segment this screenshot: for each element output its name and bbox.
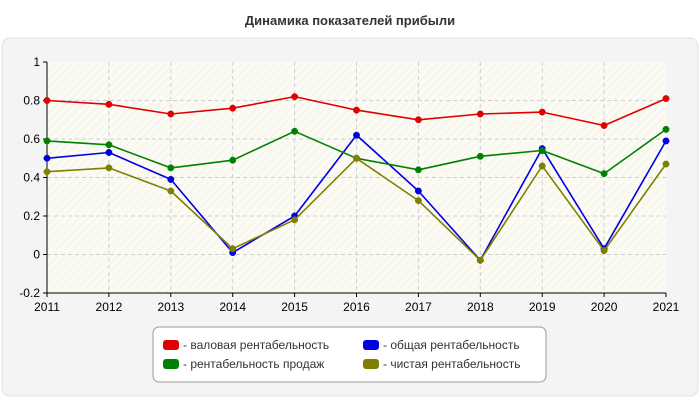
series-3	[43, 154, 670, 264]
x-tick-label: 2011	[34, 300, 60, 314]
x-tick-label: 2020	[591, 300, 618, 314]
grid-lines	[47, 62, 666, 293]
data-point	[291, 216, 299, 224]
data-point	[105, 149, 113, 156]
legend-entry: - рентабельность продаж	[163, 357, 324, 371]
legend-entry: - чистая рентабельность	[363, 357, 520, 371]
x-tick-label: 2021	[653, 300, 680, 314]
x-tick-label: 2018	[467, 300, 494, 314]
data-point	[414, 116, 422, 124]
data-point	[229, 156, 237, 164]
x-axis-ticks: 2011 2012 2013 2014 2015 2016 2017 2018 2019 2020…	[34, 293, 680, 314]
legend-label: - рентабельность продаж	[183, 357, 324, 371]
x-tick-label: 2013	[157, 300, 184, 314]
y-tick-label: -0.2	[19, 286, 40, 300]
legend-entry: - валовая рентабельность	[163, 338, 329, 352]
data-point	[414, 187, 422, 195]
data-point	[105, 164, 113, 172]
data-point	[167, 164, 175, 172]
data-point	[291, 93, 299, 101]
series-lines	[43, 93, 670, 264]
data-point	[105, 100, 113, 108]
data-point	[229, 245, 237, 253]
legend-swatch	[363, 359, 379, 369]
x-tick-label: 2016	[343, 300, 370, 314]
data-point	[662, 95, 670, 103]
legend: - валовая рентабельность - рентабельность…	[152, 326, 547, 383]
y-tick-label: 0.8	[23, 94, 40, 108]
x-tick-label: 2017	[405, 300, 432, 314]
legend-box	[152, 326, 547, 383]
data-point	[291, 127, 299, 135]
data-point	[105, 141, 113, 149]
series-0	[43, 93, 670, 129]
legend-swatch	[363, 340, 379, 350]
x-tick-label: 2012	[96, 300, 123, 314]
data-point	[353, 154, 360, 162]
data-point	[476, 256, 484, 264]
data-point	[414, 166, 422, 174]
data-point	[538, 162, 546, 170]
data-point	[600, 170, 608, 178]
data-point	[167, 175, 175, 183]
data-point	[43, 97, 51, 104]
legend-label: - чистая рентабельность	[383, 357, 520, 371]
y-tick-label: 0	[33, 248, 40, 262]
data-point	[167, 187, 175, 195]
data-point	[538, 147, 546, 155]
y-tick-label: 0.6	[23, 132, 40, 146]
x-tick-label: 2019	[529, 300, 556, 314]
legend-label: - валовая рентабельность	[183, 338, 329, 352]
data-point	[600, 247, 608, 255]
chart-title: Динамика показателей прибыли	[245, 13, 455, 28]
y-tick-label: 1	[33, 55, 40, 69]
y-axis-ticks: -0.2 0 0.2 0.4 0.6 0.8 1	[19, 55, 47, 300]
data-point	[353, 106, 360, 114]
data-point	[662, 160, 670, 168]
data-point	[662, 125, 670, 133]
data-point	[600, 122, 608, 129]
y-tick-label: 0.4	[23, 171, 40, 185]
data-point	[43, 137, 51, 145]
x-tick-label: 2015	[281, 300, 308, 314]
data-point	[353, 131, 360, 139]
data-point	[662, 137, 670, 145]
y-tick-label: 0.2	[23, 209, 40, 223]
legend-label: - общая рентабельность	[383, 338, 520, 352]
data-point	[538, 108, 546, 116]
legend-swatch	[163, 359, 179, 369]
data-point	[43, 154, 51, 162]
x-tick-label: 2014	[219, 300, 246, 314]
data-point	[414, 197, 422, 205]
data-point	[229, 104, 237, 112]
data-point	[476, 152, 484, 160]
data-point	[476, 110, 484, 118]
legend-swatch	[163, 340, 179, 350]
data-point	[43, 168, 51, 176]
data-point	[167, 110, 175, 118]
legend-entry: - общая рентабельность	[363, 338, 520, 352]
